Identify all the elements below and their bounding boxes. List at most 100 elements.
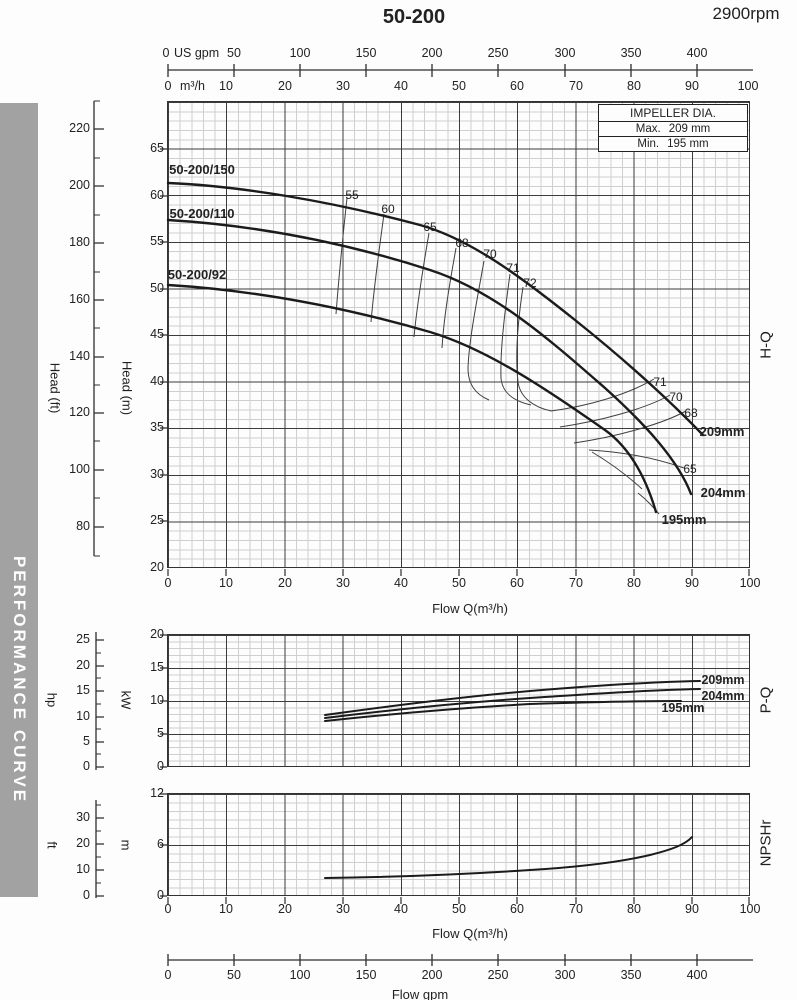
hq-x-tick-label: 20 xyxy=(278,576,292,590)
head-m-tick-label: 60 xyxy=(150,188,164,202)
head-ft-tick-label: 140 xyxy=(69,349,90,363)
hq-curve-195mm xyxy=(166,283,658,514)
npsh-x-tick-label: 40 xyxy=(394,902,408,916)
hp-tick-label: 5 xyxy=(83,734,90,748)
pq-dia-label-195: 195mm xyxy=(661,701,705,715)
head-m-tick-label: 20 xyxy=(150,560,164,574)
kw-tick-label: 0 xyxy=(157,759,164,773)
hq-x-axis-title: Flow Q(m³/h) xyxy=(432,601,508,616)
m3h-tick-label: 60 xyxy=(510,79,524,93)
head-ft-tick-label: 220 xyxy=(69,121,90,135)
head-m-tick-label: 55 xyxy=(150,234,164,248)
head-ft-tick-label: 200 xyxy=(69,178,90,192)
head-m-tick-label: 40 xyxy=(150,374,164,388)
hp-tick-label: 25 xyxy=(76,632,90,646)
eff-label: 68 xyxy=(684,406,698,420)
page-title: 50-200 xyxy=(382,6,446,28)
eff-label: 65 xyxy=(683,462,697,476)
gpm-bottom-tick-label: 200 xyxy=(421,968,443,982)
npsh-x-tick-label: 50 xyxy=(452,902,466,916)
m3h-tick-label: 70 xyxy=(569,79,583,93)
gpm-bottom-tick-label: 50 xyxy=(227,968,241,982)
hp-tick-label: 20 xyxy=(76,658,90,672)
npsh-x-tick-label: 80 xyxy=(627,902,641,916)
gpm-bottom-tick-label: 100 xyxy=(289,968,311,982)
m3h-tick-label: 80 xyxy=(627,79,641,93)
eff-label: 71 xyxy=(506,261,520,275)
head-ft-tick-label: 120 xyxy=(69,405,90,419)
npsh-m-axis-title: m xyxy=(118,839,134,851)
hp-axis-title: hp xyxy=(44,692,60,708)
npsh-x-tick-label: 60 xyxy=(510,902,524,916)
gpm-tick-label: 400 xyxy=(686,46,708,60)
m3h-tick-label: 30 xyxy=(336,79,350,93)
gpm-unit-label: US gpm xyxy=(174,46,220,60)
npsh-x-tick-label: 100 xyxy=(739,902,761,916)
head-ft-tick-label: 160 xyxy=(69,292,90,306)
eff-contour-71-right xyxy=(550,378,655,412)
hq-x-ticks xyxy=(167,569,750,576)
hp-axis xyxy=(95,632,104,770)
impeller-max-key: Max. xyxy=(635,123,661,135)
impeller-min-value: 195 mm xyxy=(667,138,709,150)
pq-chart-name: P-Q xyxy=(757,686,775,714)
pq-curve-204mm xyxy=(324,688,701,719)
gpm-bottom-tick-label: 400 xyxy=(686,968,708,982)
npsh-chart-area xyxy=(167,793,750,896)
hp-minor-ticks xyxy=(96,652,101,755)
eff-contour-71-left xyxy=(500,273,532,406)
npsh-x-tick-label: 20 xyxy=(278,902,292,916)
npsh-curve xyxy=(324,836,693,879)
hq-x-tick-label: 90 xyxy=(685,576,699,590)
hq-x-tick-label: 10 xyxy=(219,576,233,590)
npsh-m-tick-label: 12 xyxy=(150,786,164,800)
hp-tick-label: 15 xyxy=(76,683,90,697)
npsh-m-ticks xyxy=(160,793,167,897)
head-m-tick-label: 35 xyxy=(150,420,164,434)
eff-contour-60 xyxy=(370,213,385,323)
gpm-top-axis xyxy=(167,64,753,77)
curve-label-110: 50-200/110 xyxy=(169,206,235,221)
head-ft-tick-label: 180 xyxy=(69,235,90,249)
gpm-tick-label: 100 xyxy=(289,46,311,60)
npsh-x-tick-label: 70 xyxy=(569,902,583,916)
hq-x-tick-label: 40 xyxy=(394,576,408,590)
gpm-tick-label: 50 xyxy=(227,46,241,60)
hp-tick-label: 10 xyxy=(76,709,90,723)
hq-x-tick-label: 80 xyxy=(627,576,641,590)
npsh-x-tick-label: 0 xyxy=(164,902,172,916)
eff-contour-lower-1 xyxy=(591,451,643,490)
head-ft-minor-ticks xyxy=(94,100,100,557)
npsh-ft-minor-ticks xyxy=(96,804,101,884)
head-m-tick-label: 45 xyxy=(150,327,164,341)
gpm-tick-label: 200 xyxy=(421,46,443,60)
eff-contour-70-right xyxy=(559,394,671,428)
gpm-bottom-tick-label: 350 xyxy=(620,968,642,982)
m3h-tick-label: 10 xyxy=(219,79,233,93)
pq-dia-label-209: 209mm xyxy=(701,673,745,687)
kw-axis-title: kW xyxy=(118,690,134,710)
npsh-x-tick-label: 30 xyxy=(336,902,350,916)
npsh-ft-tick-label: 30 xyxy=(76,810,90,824)
eff-label: 60 xyxy=(381,202,395,216)
head-m-tick-label: 65 xyxy=(150,141,164,155)
head-ft-tick-label: 100 xyxy=(69,462,90,476)
hq-x-tick-label: 100 xyxy=(739,576,761,590)
eff-label: 55 xyxy=(345,188,359,202)
eff-contour-68-right xyxy=(573,410,687,444)
hq-chart-area xyxy=(167,101,750,568)
m3h-tick-label: 100 xyxy=(737,79,759,93)
head-m-tick-label: 50 xyxy=(150,281,164,295)
impeller-dia-title: IMPELLER DIA. xyxy=(629,106,717,120)
npsh-m-tick-label: 6 xyxy=(157,837,164,851)
eff-contour-68-left xyxy=(441,247,457,349)
npsh-x-tick-label: 10 xyxy=(219,902,233,916)
eff-label: 68 xyxy=(455,236,469,250)
eff-label: 65 xyxy=(423,220,437,234)
hq-curve-209mm xyxy=(166,181,705,437)
gpm-bottom-axis xyxy=(167,954,753,966)
hq-x-tick-label: 70 xyxy=(569,576,583,590)
eff-label: 72 xyxy=(523,276,537,290)
kw-ticks xyxy=(160,634,167,768)
head-ft-axis-title: Head (ft) xyxy=(47,362,63,414)
